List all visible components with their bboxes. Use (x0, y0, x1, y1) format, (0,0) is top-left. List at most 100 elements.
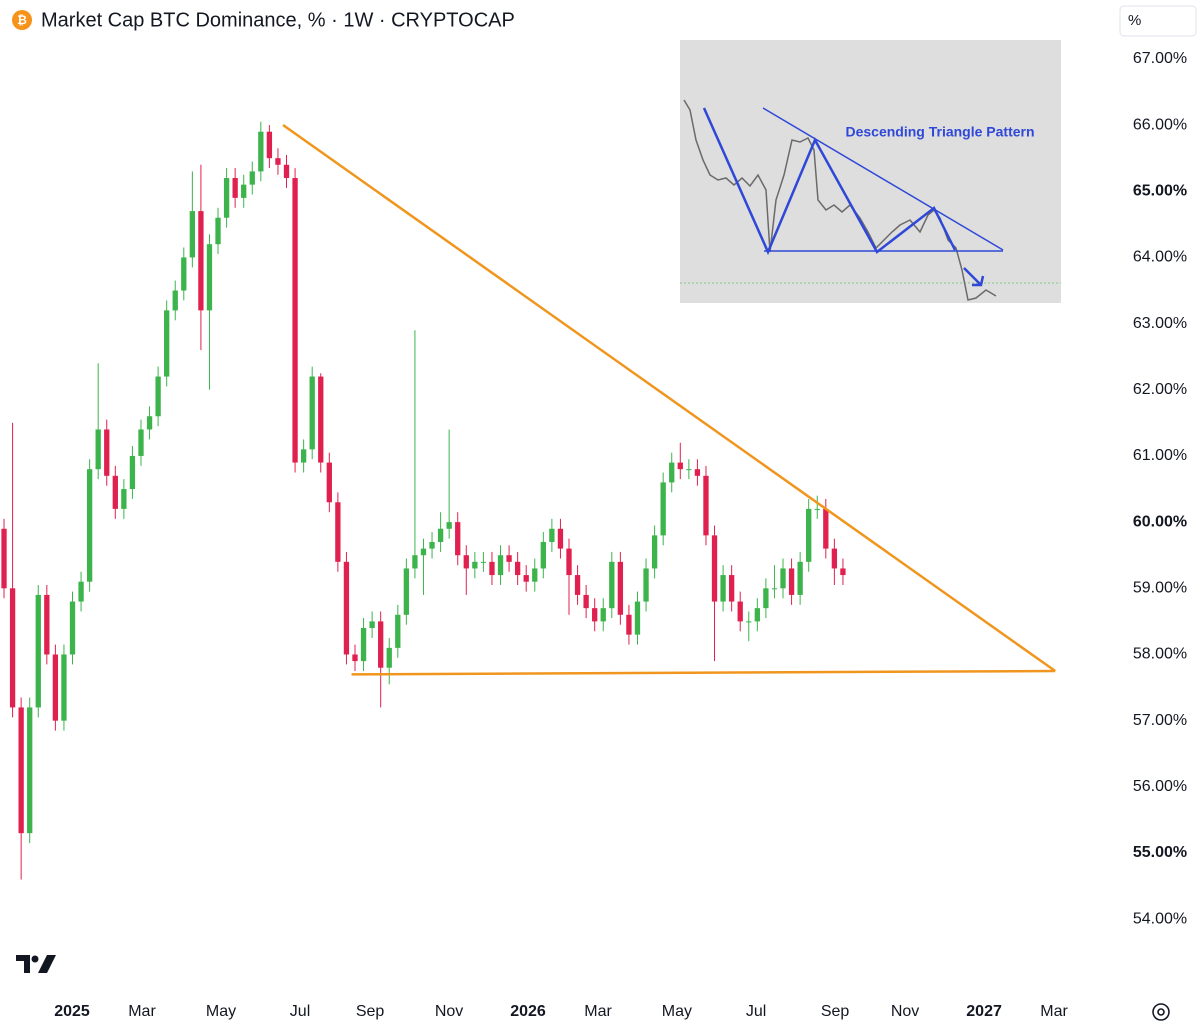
x-tick-label: 2027 (966, 1003, 1002, 1020)
candle-body (369, 621, 375, 629)
candle-body (549, 528, 555, 542)
candle-body (840, 568, 846, 576)
candle-body (206, 244, 213, 311)
tv-logo-dot (31, 955, 39, 963)
candle-body (412, 555, 418, 569)
candle-body (69, 601, 76, 655)
candle-body (61, 654, 67, 721)
inset-zigzag (702, 107, 957, 256)
candle-body (771, 588, 778, 590)
candle-body (514, 561, 521, 576)
candle-body (617, 561, 624, 615)
candle-body (241, 184, 247, 198)
candle-body (788, 568, 795, 595)
candle-body (104, 429, 110, 476)
candle-body (711, 535, 718, 602)
unit-label: % (1128, 12, 1141, 29)
candle-body (677, 462, 683, 470)
candle-body (506, 555, 512, 562)
candle-body (780, 568, 786, 589)
y-tick-label: 54.00% (1133, 910, 1187, 927)
candle-body (728, 575, 735, 602)
x-tick-label: May (206, 1003, 236, 1020)
candle-body (737, 601, 743, 622)
candle-body (754, 608, 760, 622)
x-tick-label: Nov (435, 1003, 463, 1020)
candle-body (626, 614, 632, 635)
candle-body (746, 621, 752, 623)
candle-body (497, 555, 504, 576)
inset-image: Descending Triangle Pattern (680, 40, 1061, 303)
candle-body (395, 614, 401, 648)
candle-body (164, 310, 170, 377)
candle-body (532, 568, 538, 582)
trendline (351, 669, 1056, 676)
candle-body (651, 535, 658, 569)
candle-body (343, 561, 350, 655)
x-tick-label: Sep (821, 1003, 850, 1020)
candle-body (198, 211, 204, 311)
tv-logo-v (38, 955, 56, 973)
candle-body (574, 575, 581, 595)
y-tick-label: 58.00% (1133, 646, 1187, 663)
y-tick-label: 59.00% (1133, 580, 1187, 597)
candle-body (258, 131, 264, 172)
unit-box[interactable]: % (1119, 5, 1197, 37)
candle-body (540, 541, 546, 569)
candle-body (44, 594, 50, 655)
candle-body (18, 707, 24, 834)
candle-body (300, 449, 307, 463)
candle-body (566, 548, 572, 576)
candle-body (121, 489, 127, 509)
candle-body (326, 462, 332, 503)
candle-body (138, 429, 144, 456)
candle-body (592, 608, 598, 622)
candle-body (78, 581, 84, 602)
candle-body (335, 502, 341, 562)
candle-body (429, 541, 435, 549)
unit-box-frame (1119, 5, 1197, 37)
candle-body (189, 211, 196, 258)
candle-body (634, 601, 641, 635)
candle-body (489, 561, 495, 576)
settings-icon[interactable] (1152, 1003, 1170, 1021)
candle-body (763, 588, 769, 609)
candle-body (446, 522, 452, 529)
candle-body (292, 178, 298, 463)
candle-body (35, 594, 41, 708)
candle-body (523, 575, 529, 582)
candle-body (600, 608, 606, 622)
candle-body (643, 568, 649, 602)
candle-body (378, 621, 384, 668)
candle-body (275, 158, 281, 165)
tv-logo-t (16, 955, 30, 973)
y-tick-label: 60.00% (1133, 513, 1187, 530)
candle-body (420, 548, 427, 556)
inset-resistance (762, 107, 1004, 251)
y-tick-label: 56.00% (1133, 778, 1187, 795)
x-tick-label: Mar (128, 1003, 156, 1020)
candle-body (360, 628, 367, 662)
y-tick-label: 61.00% (1133, 447, 1187, 464)
candle-body (27, 707, 33, 834)
candle-body (283, 164, 290, 179)
y-tick-label: 65.00% (1133, 182, 1187, 199)
candle-body (112, 475, 118, 509)
candle-body (480, 561, 487, 563)
tv-logo (16, 955, 56, 973)
header: ₿ Market Cap BTC Dominance, % · 1W · CRY… (12, 9, 515, 31)
candle-body (455, 522, 461, 556)
candle-body (129, 455, 136, 490)
candle-body (172, 290, 178, 311)
inset-title: Descending Triangle Pattern (845, 124, 1034, 140)
candle-body (232, 178, 238, 198)
x-tick-label: 2025 (54, 1003, 90, 1020)
candle-body (686, 469, 692, 471)
candle-body (797, 561, 803, 595)
candle-body (86, 469, 93, 582)
bitcoin-glyph: ₿ (17, 13, 27, 27)
candle-body (181, 257, 187, 291)
x-tick-label: Jul (746, 1003, 766, 1020)
